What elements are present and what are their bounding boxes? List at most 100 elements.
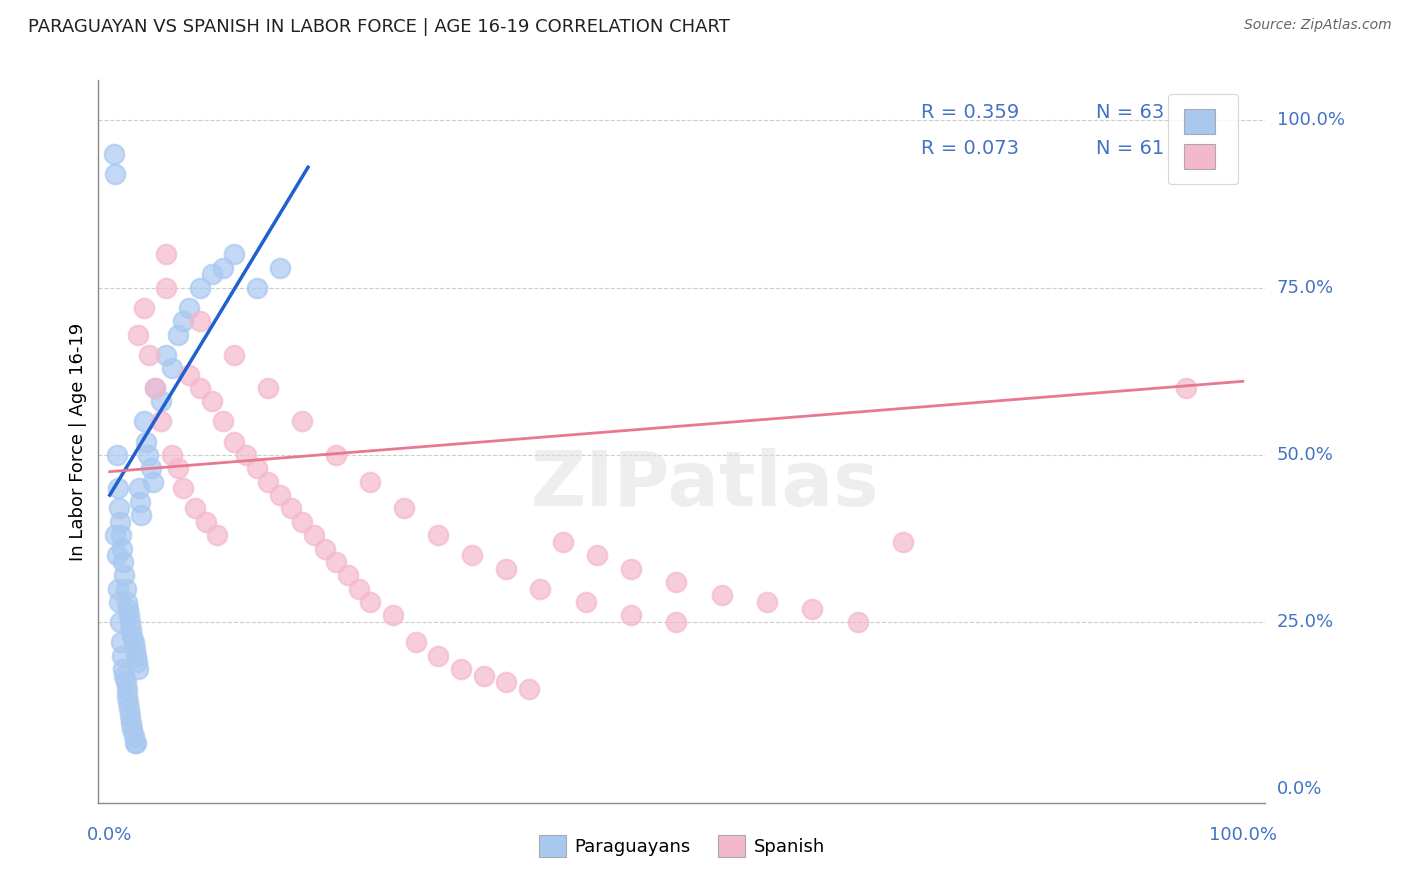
Point xyxy=(103,147,125,161)
Point xyxy=(190,281,212,295)
Point xyxy=(108,615,131,630)
Point xyxy=(127,327,149,342)
Point xyxy=(394,501,416,516)
Point xyxy=(190,381,212,395)
Point xyxy=(120,622,142,636)
Point xyxy=(115,682,138,697)
Point xyxy=(114,582,136,596)
Y-axis label: In Labor Force | Age 16-19: In Labor Force | Age 16-19 xyxy=(69,322,87,561)
Point xyxy=(132,414,155,428)
Point xyxy=(450,662,472,676)
Point xyxy=(891,535,914,549)
Point xyxy=(427,528,450,542)
Point xyxy=(122,635,145,649)
Point xyxy=(269,260,291,275)
Point xyxy=(846,615,869,630)
Point xyxy=(104,167,127,181)
Point xyxy=(125,648,148,663)
Point xyxy=(128,482,150,496)
Text: 25.0%: 25.0% xyxy=(1277,613,1334,632)
Point xyxy=(801,602,824,616)
Point xyxy=(160,448,183,462)
Point xyxy=(114,669,136,683)
Point xyxy=(108,515,131,529)
Text: 50.0%: 50.0% xyxy=(1277,446,1334,464)
Point xyxy=(143,381,166,395)
Text: Source: ZipAtlas.com: Source: ZipAtlas.com xyxy=(1244,18,1392,32)
Point xyxy=(336,568,359,582)
Point xyxy=(529,582,551,596)
Point xyxy=(118,608,141,623)
Point xyxy=(472,669,495,683)
Point xyxy=(280,501,302,516)
Point xyxy=(224,247,246,261)
Point xyxy=(314,541,336,556)
Point xyxy=(125,735,148,749)
Point xyxy=(224,348,246,362)
Text: 100.0%: 100.0% xyxy=(1277,112,1344,129)
Point xyxy=(325,555,347,569)
Point xyxy=(177,368,200,382)
Point xyxy=(121,723,143,737)
Point xyxy=(143,381,166,395)
Point xyxy=(131,508,153,523)
Point xyxy=(201,268,224,282)
Point xyxy=(114,675,136,690)
Point xyxy=(620,608,643,623)
Point xyxy=(115,689,138,703)
Point xyxy=(105,548,128,563)
Text: PARAGUAYAN VS SPANISH IN LABOR FORCE | AGE 16-19 CORRELATION CHART: PARAGUAYAN VS SPANISH IN LABOR FORCE | A… xyxy=(28,18,730,36)
Point xyxy=(111,648,134,663)
Point xyxy=(195,515,218,529)
Point xyxy=(405,635,427,649)
Point xyxy=(347,582,370,596)
Point xyxy=(125,655,148,669)
Point xyxy=(755,595,778,609)
Point xyxy=(172,314,194,328)
Point xyxy=(120,715,142,730)
Text: R = 0.073: R = 0.073 xyxy=(921,139,1019,159)
Point xyxy=(136,448,159,462)
Point xyxy=(127,662,149,676)
Text: 0.0%: 0.0% xyxy=(87,826,132,844)
Point xyxy=(224,434,246,449)
Point xyxy=(110,528,132,542)
Point xyxy=(302,528,325,542)
Point xyxy=(142,475,165,489)
Point xyxy=(257,475,280,489)
Point xyxy=(1175,381,1198,395)
Point xyxy=(207,528,229,542)
Point xyxy=(325,448,347,462)
Point xyxy=(710,589,733,603)
Point xyxy=(495,562,517,576)
Point xyxy=(155,247,177,261)
Point xyxy=(135,434,157,449)
Point xyxy=(138,348,160,362)
Point xyxy=(118,702,141,716)
Point xyxy=(269,488,291,502)
Point xyxy=(108,501,131,516)
Point xyxy=(246,281,269,295)
Point xyxy=(107,582,129,596)
Legend: , : , xyxy=(1168,94,1239,185)
Point xyxy=(120,708,142,723)
Point xyxy=(517,682,540,697)
Text: 100.0%: 100.0% xyxy=(1209,826,1277,844)
Point xyxy=(114,568,136,582)
Point xyxy=(620,562,643,576)
Point xyxy=(461,548,484,563)
Point xyxy=(359,475,381,489)
Point xyxy=(172,482,194,496)
Point xyxy=(359,595,381,609)
Point xyxy=(212,260,235,275)
Point xyxy=(122,729,145,743)
Point xyxy=(132,301,155,315)
Point xyxy=(575,595,598,609)
Point xyxy=(160,361,183,376)
Point xyxy=(665,615,688,630)
Point xyxy=(124,642,146,657)
Point xyxy=(105,448,128,462)
Point xyxy=(495,675,517,690)
Point xyxy=(124,735,146,749)
Point xyxy=(382,608,405,623)
